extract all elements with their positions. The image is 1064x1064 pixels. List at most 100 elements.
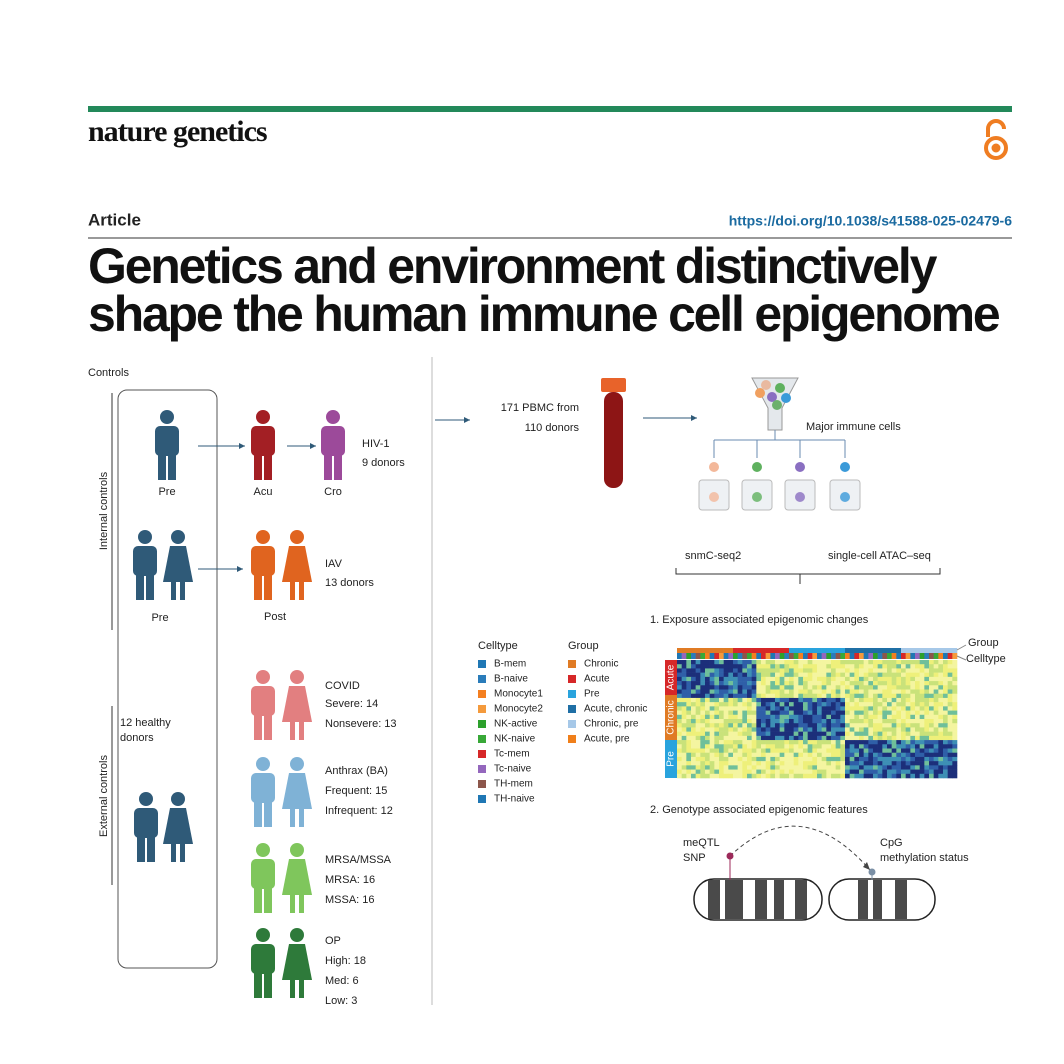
group-bar [835, 648, 841, 653]
heatmap-cell [812, 723, 818, 728]
heatmap-cell [952, 723, 958, 728]
heatmap-cell [803, 719, 808, 724]
legend-swatch [478, 660, 486, 668]
heatmap-cell [915, 752, 920, 758]
heatmap-cell [775, 660, 780, 665]
heatmap-cell [849, 668, 855, 673]
heatmap-cell [751, 668, 757, 673]
label: Severe: 14 [325, 698, 378, 710]
label: Chronic, pre [584, 719, 639, 730]
heatmap-cell [859, 668, 864, 673]
heatmap-cell [952, 727, 958, 732]
heatmap-cell [933, 685, 939, 690]
heatmap-cell [747, 668, 752, 673]
heatmap-cell [737, 752, 743, 758]
heatmap-cell [761, 719, 766, 724]
heatmap-cell [803, 693, 808, 699]
heatmap-cell [896, 681, 902, 686]
heatmap-cell [733, 752, 738, 758]
head [256, 410, 270, 424]
heatmap-cell [868, 769, 874, 775]
heatmap-cell [765, 748, 771, 754]
heatmap-cell [765, 761, 771, 766]
heatmap-cell [677, 664, 682, 669]
group-bar [784, 648, 790, 653]
heatmap-cell [915, 727, 920, 732]
heatmap-cell [831, 773, 836, 779]
heatmap-cell [905, 756, 911, 762]
heatmap-cell [845, 714, 850, 720]
heatmap-cell [882, 719, 888, 724]
heatmap-cell [873, 723, 878, 728]
heatmap-cell [756, 693, 762, 699]
heatmap-cell [854, 664, 860, 669]
heatmap-cell [691, 693, 696, 699]
heatmap-cell [924, 689, 930, 695]
celltype-bar [733, 653, 738, 659]
heatmap-cell [695, 761, 701, 766]
heatmap-cell [751, 773, 757, 779]
heatmap-cell [882, 664, 888, 669]
heatmap-cell [943, 752, 948, 758]
heatmap-cell [793, 723, 799, 728]
heatmap-cell [779, 697, 785, 703]
heatmap-cell [751, 660, 757, 665]
label: Chronic [666, 700, 677, 734]
heatmap-cell [891, 689, 897, 695]
head [139, 792, 153, 806]
heatmap-cell [798, 740, 804, 745]
heatmap-cell [709, 744, 715, 749]
heatmap-cell [873, 668, 878, 673]
heatmap-cell [728, 765, 734, 770]
heatmap-cell [807, 672, 813, 678]
doi-link[interactable]: https://doi.org/10.1038/s41588-025-02479… [729, 213, 1012, 229]
heatmap-cell [901, 660, 906, 665]
dress [282, 686, 312, 722]
heatmap-cell [873, 727, 878, 732]
heatmap-cell [849, 740, 855, 745]
heatmap-cell [770, 697, 776, 703]
heatmap-cell [831, 693, 836, 699]
heatmap-cell [919, 752, 925, 758]
celltype-bar [901, 653, 906, 659]
heatmap-cell [924, 672, 930, 678]
heatmap-cell [938, 765, 944, 770]
heatmap-cell [803, 681, 808, 686]
heatmap-cell [770, 748, 776, 754]
heatmap-cell [709, 748, 715, 754]
heatmap-cell [845, 748, 850, 754]
heatmap-cell [793, 719, 799, 724]
heatmap-cell [933, 672, 939, 678]
label: single-cell ATAC–seq [828, 550, 931, 562]
heatmap-cell [695, 765, 701, 770]
heatmap-cell [733, 664, 738, 669]
heatmap-cell [882, 735, 888, 741]
heatmap-cell [929, 765, 934, 770]
heatmap-cell [905, 702, 911, 707]
heatmap-cell [896, 723, 902, 728]
heatmap-cell [761, 744, 766, 749]
heatmap-cell [933, 731, 939, 737]
heatmap-cell [826, 681, 832, 686]
group-bar [677, 648, 682, 653]
heatmap-cell [789, 664, 794, 669]
heatmap-cell [714, 761, 720, 766]
heatmap-cell [700, 660, 706, 665]
heatmap-cell [747, 681, 752, 686]
group-bar [891, 648, 897, 653]
heatmap-cell [817, 689, 822, 695]
group-bar [952, 648, 958, 653]
heatmap-cell [845, 681, 850, 686]
heatmap-cell [691, 765, 696, 770]
heatmap-cell [863, 744, 869, 749]
heatmap-cell [723, 676, 729, 682]
label: 13 donors [325, 577, 374, 589]
heatmap-cell [849, 723, 855, 728]
heatmap-cell [677, 761, 682, 766]
heatmap-cell [817, 719, 822, 724]
heatmap-cell [681, 765, 687, 770]
heatmap-cell [677, 731, 682, 737]
tube-cap [601, 378, 626, 392]
heatmap-cell [821, 697, 827, 703]
heatmap-cell [929, 689, 934, 695]
